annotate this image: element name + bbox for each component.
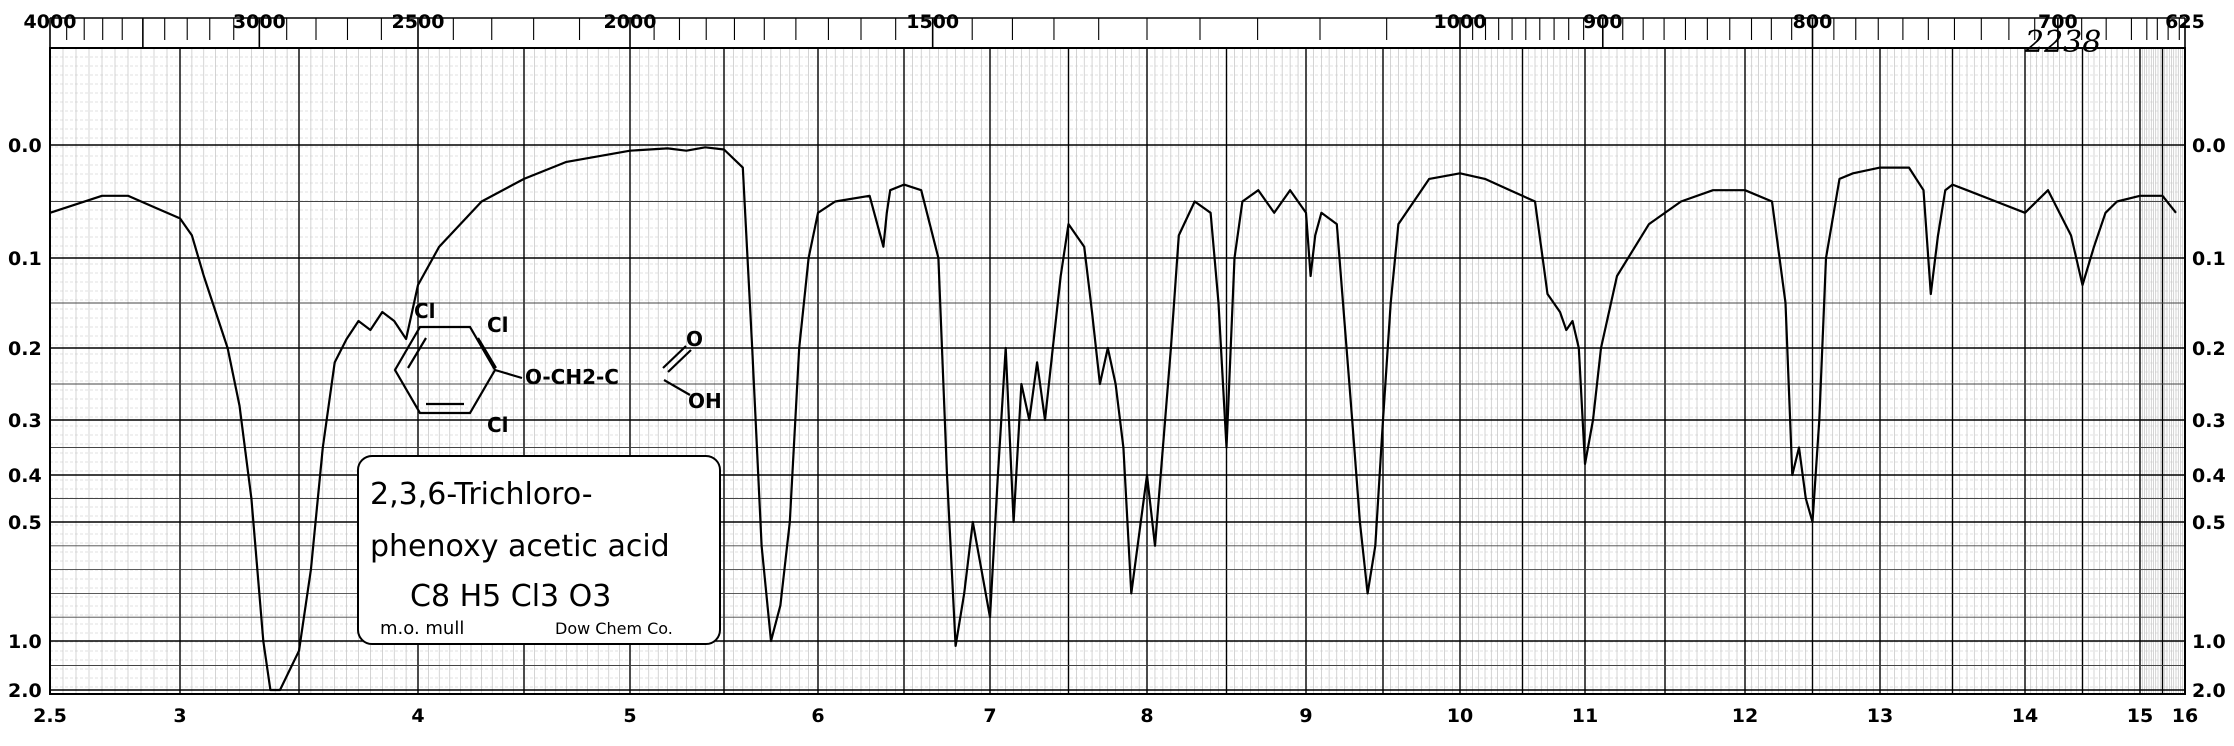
top-tick-label: 800: [1793, 11, 1833, 33]
sample-method: m.o. mull: [380, 618, 464, 639]
ring-double-bond-2: [477, 337, 497, 369]
bottom-tick-label: 6: [811, 705, 824, 727]
bottom-tick-label: 9: [1299, 705, 1312, 727]
left-tick-label: 1.0: [8, 631, 42, 653]
left-absorbance-labels: 0.0 0.1 0.2 0.3 0.4 0.5 1.0 2.0: [8, 135, 42, 702]
hydroxyl-label: OH: [688, 389, 722, 413]
top-tick-label: 1000: [1434, 11, 1487, 33]
left-tick-label: 0.1: [8, 248, 42, 270]
carbonyl-bond-1: [662, 345, 687, 369]
spectrum-id-label: 2238: [2024, 25, 2101, 60]
compound-note-card: [357, 455, 721, 645]
left-tick-label: 2.0: [8, 680, 42, 702]
top-tick-label: 625: [2165, 11, 2205, 33]
left-tick-label: 0.4: [8, 465, 42, 487]
right-absorbance-labels: 0.0 0.1 0.2 0.3 0.4 0.5 1.0 2.0: [2192, 135, 2226, 702]
left-tick-label: 0.0: [8, 135, 42, 157]
bottom-tick-label: 3: [173, 705, 186, 727]
top-wavenumber-labels: 4000 3000 2500 2000 1500 1000 900 800 700 625: [24, 11, 2205, 33]
bottom-tick-label: 4: [411, 705, 424, 727]
bottom-tick-label: 10: [1447, 705, 1473, 727]
left-tick-label: 0.3: [8, 410, 42, 432]
top-tick-label: 900: [1583, 11, 1623, 33]
left-tick-label: 0.5: [8, 512, 42, 534]
plot-frame: [49, 47, 2186, 695]
top-tick-label: 1500: [906, 11, 959, 33]
top-tick-label: 3000: [233, 11, 286, 33]
ring-double-bond-1: [407, 337, 427, 369]
bottom-tick-label: 7: [983, 705, 996, 727]
carbonyl-bond-2: [667, 349, 692, 373]
compound-name-line-1: 2,3,6-Trichloro-: [370, 477, 593, 512]
spectrum-line: [49, 146, 2177, 692]
compound-note: 2,3,6-Trichloro- phenoxy acetic acid C8 …: [357, 455, 721, 645]
bottom-tick-label: 8: [1140, 705, 1153, 727]
right-tick-label: 0.1: [2192, 248, 2226, 270]
carbonyl-o-label: O: [686, 327, 703, 351]
right-tick-label: 1.0: [2192, 631, 2226, 653]
cl-label-top-right: Cl: [487, 313, 509, 337]
bottom-tick-label: 2.5: [33, 705, 67, 727]
right-tick-label: 0.2: [2192, 338, 2226, 360]
top-tick-label: 4000: [24, 11, 77, 33]
benzene-ring: [393, 325, 497, 415]
bottom-tick-label: 13: [1867, 705, 1893, 727]
bottom-tick-label: 16: [2172, 705, 2198, 727]
bottom-tick-label: 11: [1572, 705, 1598, 727]
compound-formula: C8 H5 Cl3 O3: [410, 579, 611, 614]
bottom-tick-label: 14: [2012, 705, 2038, 727]
cl-label-top-left: Cl: [414, 299, 436, 323]
left-tick-label: 0.2: [8, 338, 42, 360]
right-tick-label: 2.0: [2192, 680, 2226, 702]
right-tick-label: 0.0: [2192, 135, 2226, 157]
bottom-tick-label: 12: [1732, 705, 1758, 727]
top-wavenumber-axis: [49, 17, 2186, 48]
side-chain-label: O-CH2-C: [525, 365, 619, 389]
bottom-tick-label: 15: [2127, 705, 2153, 727]
data-source: Dow Chem Co.: [555, 619, 673, 638]
cl-label-bottom: Cl: [487, 413, 509, 437]
right-tick-label: 0.3: [2192, 410, 2226, 432]
structure-drawing: [393, 325, 692, 415]
bottom-tick-label: 5: [623, 705, 636, 727]
top-tick-label: 2000: [604, 11, 657, 33]
top-tick-label: 2500: [392, 11, 445, 33]
compound-name-line-2: phenoxy acetic acid: [370, 529, 670, 564]
hydroxyl-bond: [663, 379, 691, 396]
right-tick-label: 0.5: [2192, 512, 2226, 534]
right-tick-label: 0.4: [2192, 465, 2226, 487]
bottom-wavelength-labels: 2.5 3 4 5 6 7 8 9 10 11 12 13 14 15 16: [33, 705, 2198, 727]
top-tick-label: 700: [2038, 11, 2078, 33]
ring-o-bond: [494, 368, 523, 380]
